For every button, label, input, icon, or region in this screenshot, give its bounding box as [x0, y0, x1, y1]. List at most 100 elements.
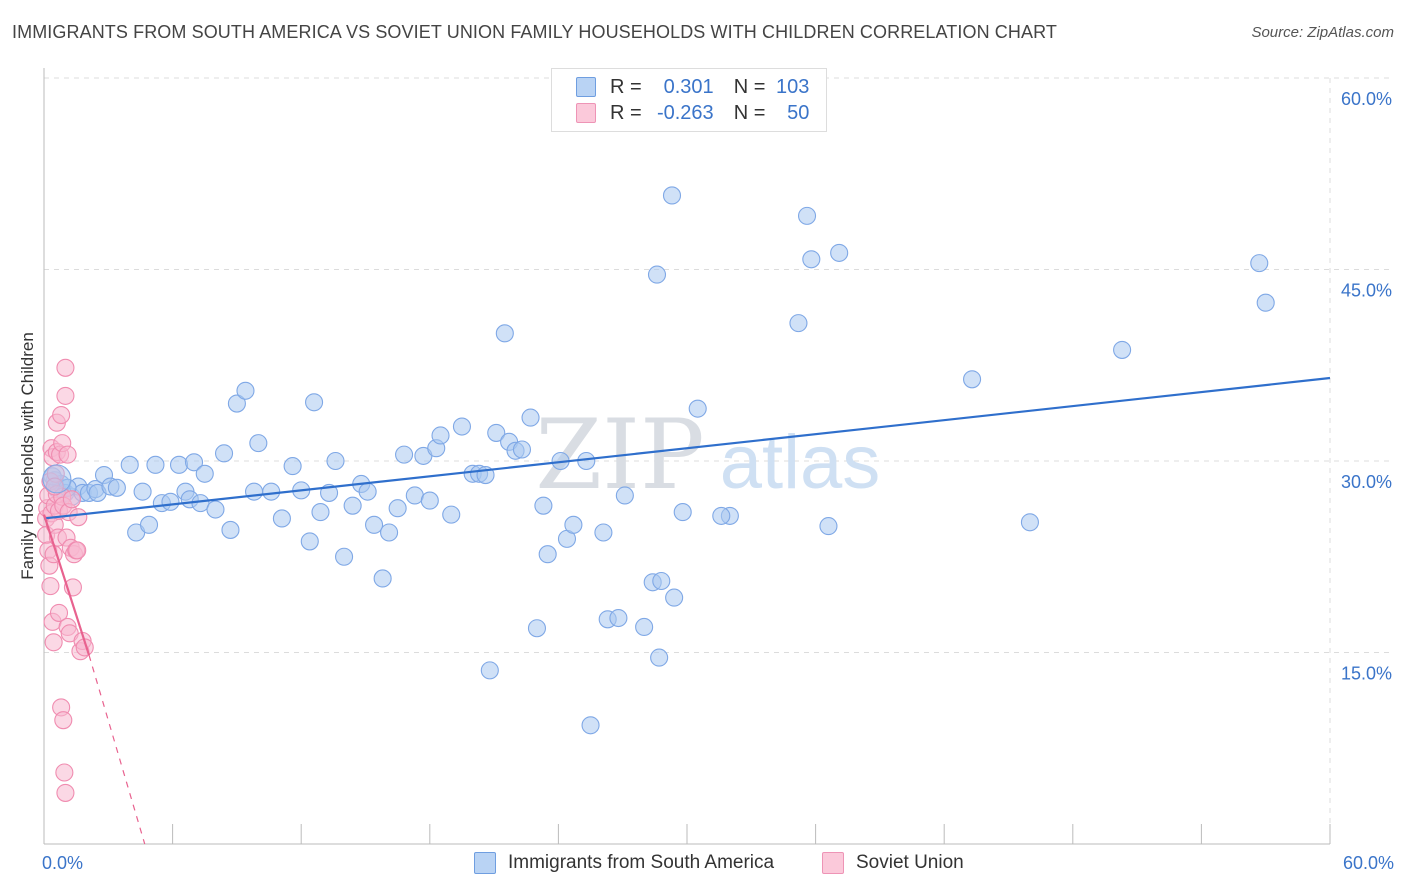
legend-row-south-america: R = 0.301 N = 103: [576, 74, 809, 100]
legend-swatch-blue: [474, 852, 496, 874]
point-south-america: [395, 445, 414, 464]
point-soviet-union: [49, 603, 69, 622]
watermark: ZIP atlas: [535, 399, 880, 511]
correlation-legend: R = 0.301 N = 103 R = -0.263 N = 50: [551, 68, 827, 132]
n-label: N =: [733, 75, 766, 98]
point-south-america: [797, 206, 817, 225]
point-soviet-union: [69, 508, 88, 527]
point-south-america: [819, 517, 838, 536]
point-south-america: [221, 520, 240, 539]
x-tick-label-right: 60.0%: [1343, 853, 1394, 873]
x-tick-label-left: 0.0%: [42, 853, 83, 873]
point-south-america: [647, 265, 667, 284]
point-south-america: [283, 457, 302, 476]
point-south-america: [236, 381, 255, 400]
point-soviet-union: [41, 577, 60, 596]
point-south-america: [133, 482, 152, 501]
r-value: 0.301: [663, 75, 714, 98]
point-soviet-union: [54, 711, 73, 730]
point-south-america: [487, 423, 506, 442]
trend-line-soviet-union: [42, 514, 91, 656]
legend-label: Soviet Union: [856, 852, 964, 873]
point-south-america: [1256, 293, 1275, 312]
point-south-america: [227, 394, 246, 413]
point-south-america: [635, 617, 654, 637]
n-label: N =: [733, 101, 766, 124]
point-south-america: [594, 523, 613, 542]
legend-swatch-pink: [822, 852, 844, 874]
point-south-america: [206, 500, 225, 519]
point-south-america: [146, 455, 165, 474]
point-south-america: [300, 532, 319, 551]
point-south-america: [527, 619, 547, 638]
y-tick-label: 60.0%: [1341, 89, 1392, 109]
source-label: Source: ZipAtlas.com: [1251, 24, 1394, 41]
point-south-america: [662, 186, 682, 205]
point-south-america: [249, 434, 268, 453]
point-south-america: [311, 503, 330, 522]
point-south-america: [830, 243, 849, 262]
point-south-america: [1020, 513, 1039, 532]
point-south-america: [534, 496, 553, 515]
point-south-america: [343, 496, 362, 515]
point-soviet-union: [55, 763, 74, 782]
point-south-america: [272, 509, 291, 528]
point-south-america: [335, 547, 354, 566]
point-south-america: [244, 482, 264, 501]
point-south-america: [420, 491, 439, 510]
point-south-america: [169, 455, 189, 474]
point-soviet-union: [56, 783, 75, 802]
point-south-america: [184, 453, 204, 472]
point-south-america: [214, 444, 234, 463]
point-south-america: [120, 455, 139, 474]
point-south-america: [161, 492, 180, 511]
point-south-america: [326, 451, 345, 471]
point-soviet-union: [62, 490, 81, 509]
point-south-america: [480, 661, 499, 680]
point-south-america: [452, 417, 472, 436]
point-south-america: [195, 464, 214, 483]
r-value: -0.263: [656, 101, 714, 124]
y-tick-label: 45.0%: [1341, 281, 1392, 301]
point-soviet-union: [44, 633, 63, 652]
point-soviet-union: [56, 386, 75, 405]
swatch-blue: [576, 77, 596, 97]
point-south-america: [442, 505, 461, 524]
point-south-america: [581, 716, 600, 735]
swatch-pink: [576, 103, 596, 123]
data-points: [37, 186, 1275, 802]
r-label: R =: [610, 75, 642, 98]
legend-item-soviet-union: Soviet Union: [822, 852, 964, 874]
point-soviet-union: [52, 405, 71, 425]
point-south-america: [405, 486, 424, 505]
point-south-america: [305, 393, 324, 412]
point-south-america: [495, 324, 514, 343]
point-south-america: [673, 503, 692, 522]
point-south-america: [577, 451, 596, 471]
point-south-america: [688, 399, 707, 418]
point-south-america: [1250, 254, 1269, 273]
point-south-america: [191, 494, 210, 513]
point-south-america: [107, 478, 126, 497]
legend-item-south-america: Immigrants from South America: [474, 852, 774, 874]
point-south-america: [963, 370, 982, 389]
point-south-america: [262, 482, 281, 501]
point-soviet-union: [56, 358, 75, 377]
point-south-america: [365, 515, 384, 534]
point-south-america: [712, 506, 731, 525]
point-south-america: [388, 499, 407, 518]
legend-row-soviet-union: R = -0.263 N = 50: [576, 100, 809, 126]
point-south-america: [609, 608, 628, 628]
point-south-america: [521, 408, 540, 427]
point-south-america: [538, 545, 557, 564]
point-south-america: [358, 482, 377, 501]
trend-line-soviet-union-extension: [88, 654, 146, 845]
y-tick-label: 30.0%: [1341, 472, 1392, 492]
point-south-america: [564, 515, 583, 534]
point-south-america: [665, 588, 684, 607]
point-south-america: [650, 648, 669, 667]
point-soviet-union: [58, 445, 77, 464]
point-soviet-union: [68, 541, 87, 560]
gridlines: [44, 77, 1394, 844]
